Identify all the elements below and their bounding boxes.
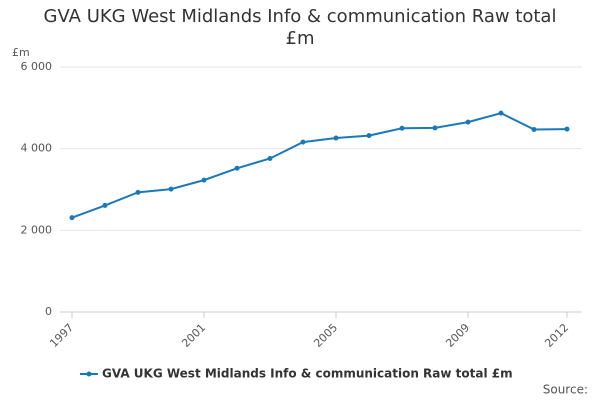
point — [399, 125, 405, 131]
point — [168, 186, 174, 192]
y-tick-label: 6 000 — [21, 60, 53, 73]
point — [300, 139, 306, 145]
point — [564, 126, 570, 132]
x-tick-label: 2005 — [311, 321, 340, 350]
x-tick-label: 2012 — [542, 321, 571, 350]
point — [333, 135, 339, 141]
y-tick-label: 0 — [45, 305, 52, 318]
point — [201, 177, 207, 183]
y-unit: £m — [12, 46, 30, 59]
point — [102, 202, 108, 208]
point — [498, 110, 504, 116]
x-tick-label: 1997 — [47, 321, 76, 350]
point — [465, 119, 471, 125]
point — [234, 165, 240, 171]
series-line — [71, 112, 568, 219]
x-tick-label: 2009 — [443, 321, 472, 350]
y-tick-label: 2 000 — [21, 223, 53, 236]
point — [69, 215, 75, 221]
y-tick-label: 4 000 — [21, 142, 53, 155]
chart-title: GVA UKG West Midlands Info & communicati… — [43, 6, 557, 49]
point — [366, 133, 372, 139]
point — [531, 126, 537, 132]
x-tick-label: 2001 — [179, 321, 208, 350]
point — [432, 125, 438, 131]
source: Source: — [543, 383, 588, 397]
point — [267, 155, 273, 161]
legend-label: GVA UKG West Midlands Info & communicati… — [102, 367, 513, 381]
legend-symbol-dot — [86, 371, 92, 377]
point — [135, 189, 141, 195]
